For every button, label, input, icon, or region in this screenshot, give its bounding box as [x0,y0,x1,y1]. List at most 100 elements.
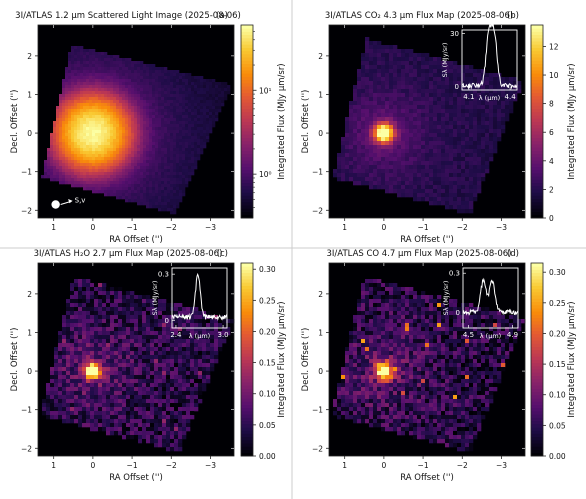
heatmap-pixel [149,187,153,191]
heatmap-pixel [461,89,466,94]
heatmap-pixel [191,118,195,122]
heatmap-pixel [154,391,159,396]
heatmap-pixel [210,347,215,352]
heatmap-pixel [170,142,174,146]
heatmap-pixel [116,91,120,95]
heatmap-pixel [74,73,78,77]
heatmap-pixel [149,196,153,200]
heatmap-pixel [134,175,138,179]
heatmap-pixel [90,295,95,300]
heatmap-pixel [62,347,67,352]
heatmap-pixel [481,161,486,166]
heatmap-pixel [155,91,159,95]
heatmap-pixel [381,89,386,94]
heatmap-pixel [401,181,406,186]
heatmap-pixel [349,169,354,174]
heatmap-pixel [465,185,470,190]
heatmap-pixel [125,121,129,125]
heatmap-pixel [154,363,159,368]
heatmap-pixel [68,139,72,143]
heatmap-pixel [385,81,390,86]
colorbar-segment [241,95,253,100]
heatmap-pixel [146,363,151,368]
heatmap-pixel [509,93,514,98]
heatmap-pixel [54,391,59,396]
heatmap-pixel [134,130,138,134]
heatmap-pixel [461,197,466,202]
heatmap-pixel [206,127,210,131]
heatmap-pixel [155,115,159,119]
heatmap-pixel [441,109,446,114]
heatmap-pixel [54,375,59,380]
heatmap-pixel [164,142,168,146]
heatmap-pixel [349,165,354,170]
heatmap-pixel [179,196,183,200]
heatmap-pixel [369,73,374,78]
heatmap-pixel [202,335,207,340]
heatmap-pixel [110,351,115,356]
heatmap-pixel [477,181,482,186]
heatmap-pixel [92,160,96,164]
heatmap-pixel [62,148,66,152]
heatmap-pixel [80,103,84,107]
heatmap-pixel [89,112,93,116]
heatmap-pixel [158,70,162,74]
heatmap-pixel [54,367,59,372]
heatmap-pixel [493,105,498,110]
heatmap-pixel [349,125,354,130]
heatmap-pixel [174,367,179,372]
heatmap-pixel [210,355,215,360]
heatmap-pixel [130,343,135,348]
heatmap-pixel [74,97,78,101]
heatmap-pixel [62,136,66,140]
heatmap-pixel [349,149,354,154]
heatmap-pixel [116,94,120,98]
heatmap-pixel [481,177,486,182]
heatmap-pixel [162,371,167,376]
heatmap-pixel [206,124,210,128]
heatmap-pixel [152,172,156,176]
heatmap-pixel [142,395,147,400]
heatmap-pixel [214,315,219,320]
heatmap-pixel [71,106,75,110]
heatmap-pixel [146,181,150,185]
heatmap-pixel [89,88,93,92]
heatmap-pixel [469,173,474,178]
heatmap-pixel [485,141,490,146]
heatmap-pixel [138,387,143,392]
heatmap-pixel [381,121,386,126]
heatmap-pixel [365,129,370,134]
heatmap-pixel [461,177,466,182]
heatmap-pixel [70,395,75,400]
heatmap-pixel [102,319,107,324]
heatmap-pixel [445,97,450,102]
heatmap-pixel [122,160,126,164]
heatmap-pixel [210,343,215,348]
heatmap-pixel [83,133,87,137]
heatmap-pixel [137,193,141,197]
heatmap-pixel [65,109,69,113]
heatmap-pixel [167,169,171,173]
heatmap-pixel [221,97,225,101]
heatmap-pixel [104,55,108,59]
heatmap-pixel [83,115,87,119]
heatmap-pixel [182,175,186,179]
heatmap-pixel [146,343,151,348]
heatmap-pixel [107,136,111,140]
heatmap-pixel [86,359,91,364]
heatmap-pixel [349,133,354,138]
heatmap-pixel [86,395,91,400]
heatmap-pixel [469,133,474,138]
x-tick-label: 1 [342,223,347,232]
heatmap-pixel [167,157,171,161]
heatmap-pixel [397,157,402,162]
heatmap-pixel [83,67,87,71]
heatmap-pixel [206,133,210,137]
colorbar-segment [531,198,543,203]
heatmap-pixel [62,151,66,155]
colorbar-segment [241,86,253,90]
heatmap-pixel [158,79,162,83]
heatmap-pixel [433,77,438,82]
heatmap-pixel [377,65,382,70]
heatmap-pixel [94,311,99,316]
